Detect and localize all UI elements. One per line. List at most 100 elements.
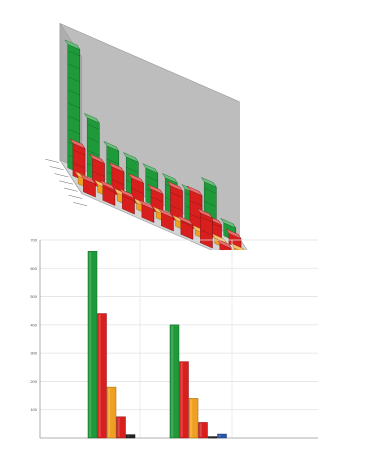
bar-segment bbox=[67, 63, 80, 70]
bar-3d bbox=[79, 173, 96, 198]
axis-tick bbox=[68, 194, 83, 199]
bar-top bbox=[220, 217, 237, 229]
bar-segment bbox=[145, 175, 158, 182]
bar-top bbox=[103, 140, 120, 152]
bar-segment bbox=[72, 149, 86, 156]
bar-segment bbox=[67, 115, 80, 122]
bar-3d bbox=[167, 180, 184, 225]
y-tick-label: 500 bbox=[30, 294, 37, 299]
bar-top bbox=[200, 176, 217, 188]
bar-3d bbox=[230, 243, 245, 250]
bar-highlight bbox=[190, 399, 193, 437]
bar bbox=[198, 422, 208, 439]
bar-top bbox=[216, 238, 233, 250]
bar-segment bbox=[170, 192, 183, 198]
bar-segment bbox=[67, 128, 80, 135]
bar bbox=[179, 361, 189, 439]
bar-highlight bbox=[127, 435, 130, 437]
axis-tick bbox=[54, 173, 69, 178]
y-tick-label: 200 bbox=[30, 379, 37, 384]
bar-segment bbox=[150, 196, 164, 203]
bar bbox=[116, 416, 126, 439]
bar-top bbox=[128, 173, 145, 184]
bar-segment bbox=[131, 188, 144, 194]
bar-segment bbox=[102, 187, 115, 193]
bar-segment bbox=[204, 188, 217, 194]
bar-top bbox=[161, 172, 178, 184]
bar-3d bbox=[118, 188, 135, 215]
bar-3d bbox=[64, 39, 81, 174]
bar-segment bbox=[170, 205, 183, 211]
bar-top bbox=[167, 180, 184, 192]
bar-highlight bbox=[117, 417, 120, 437]
bar-3d bbox=[147, 184, 164, 216]
bar-segment bbox=[180, 221, 193, 227]
bar bbox=[207, 436, 218, 439]
bar bbox=[169, 324, 180, 439]
bar-top bbox=[83, 112, 100, 124]
bar-chart-3d bbox=[45, 22, 248, 250]
bar-highlight bbox=[171, 325, 174, 437]
bar-chart-2d: 100 200 300 400 500 600 700 bbox=[30, 238, 318, 439]
bar-segment bbox=[200, 229, 213, 236]
bar-3d bbox=[138, 199, 155, 224]
axis-tick bbox=[49, 166, 64, 171]
bar-3d bbox=[216, 238, 233, 250]
bar-segment bbox=[87, 124, 100, 130]
bar-top bbox=[69, 138, 86, 149]
bar-highlight bbox=[199, 423, 202, 437]
y-tick-label: 700 bbox=[30, 238, 37, 243]
bar-top bbox=[118, 188, 135, 199]
bar-top bbox=[64, 39, 81, 50]
bar-segment bbox=[189, 213, 203, 220]
bar-top bbox=[79, 173, 96, 185]
y-tick-label: 100 bbox=[30, 407, 37, 412]
bar bbox=[125, 434, 136, 439]
bar-segment bbox=[200, 216, 213, 223]
axis-tick bbox=[45, 158, 60, 163]
bar-top bbox=[157, 207, 174, 219]
y-tick-label: 600 bbox=[30, 266, 37, 271]
bar-top bbox=[138, 199, 155, 210]
bar-highlight bbox=[218, 435, 221, 437]
y-tick-label: 400 bbox=[30, 322, 37, 327]
bar-top bbox=[122, 152, 139, 163]
bar-highlight bbox=[108, 388, 111, 437]
bar-3d bbox=[225, 228, 242, 250]
axis-tick bbox=[59, 180, 74, 185]
bar-highlight bbox=[180, 362, 183, 437]
axis-tick bbox=[63, 187, 78, 192]
bar bbox=[97, 313, 107, 439]
bar-segment bbox=[87, 150, 100, 156]
bar bbox=[106, 386, 117, 439]
bar bbox=[188, 398, 199, 439]
bar-segment bbox=[72, 162, 86, 169]
bar-top bbox=[147, 184, 164, 195]
bar-segment bbox=[92, 171, 105, 177]
y-tick-label: 300 bbox=[30, 351, 37, 356]
bar-highlight bbox=[89, 252, 92, 437]
bar-segment bbox=[67, 76, 80, 83]
bar-segment bbox=[204, 201, 217, 207]
bar-segment bbox=[67, 89, 80, 96]
bar-3d bbox=[196, 208, 213, 249]
bar bbox=[217, 433, 227, 439]
bar-segment bbox=[67, 50, 80, 57]
bar-segment bbox=[189, 200, 203, 207]
bar-top bbox=[225, 228, 242, 240]
bar-top bbox=[142, 163, 159, 174]
bar-top bbox=[99, 179, 116, 191]
bar-3d bbox=[177, 215, 194, 241]
bar-3d bbox=[99, 179, 116, 207]
bar-top bbox=[177, 215, 194, 226]
bar bbox=[87, 251, 98, 439]
bar-highlight bbox=[98, 314, 101, 437]
bar-segment bbox=[111, 179, 125, 186]
bar-top bbox=[89, 153, 106, 164]
bar-top bbox=[186, 185, 203, 197]
bar-segment bbox=[126, 167, 139, 173]
bar-top bbox=[108, 161, 125, 173]
bar-top bbox=[196, 208, 213, 219]
bar-segment bbox=[122, 195, 135, 202]
